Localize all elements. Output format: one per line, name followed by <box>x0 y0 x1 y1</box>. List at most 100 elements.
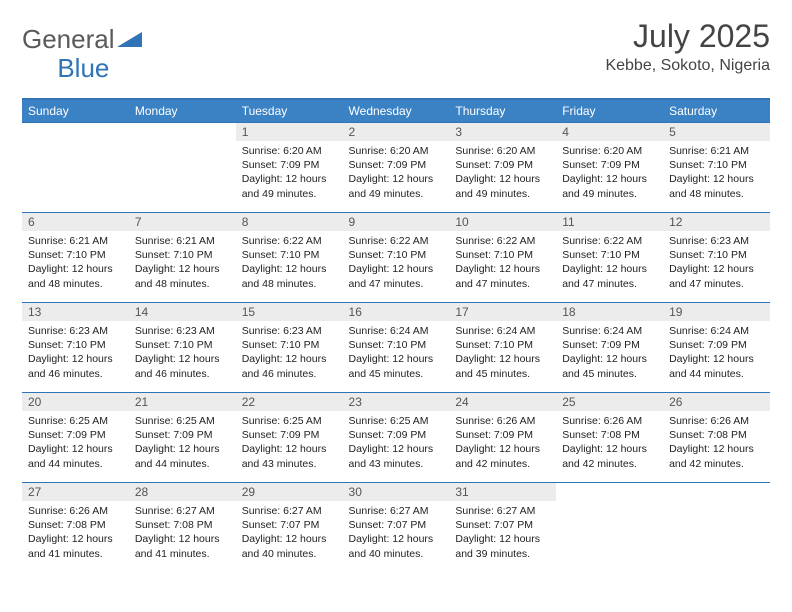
sunset-line: Sunset: 7:10 PM <box>349 248 444 262</box>
day-body: Sunrise: 6:24 AMSunset: 7:09 PMDaylight:… <box>663 321 770 385</box>
calendar-cell: 24Sunrise: 6:26 AMSunset: 7:09 PMDayligh… <box>449 393 556 483</box>
sunrise-line: Sunrise: 6:23 AM <box>669 234 764 248</box>
sunset-line: Sunset: 7:07 PM <box>349 518 444 532</box>
calendar-cell <box>556 483 663 573</box>
sunset-line: Sunset: 7:10 PM <box>669 248 764 262</box>
day-number: 4 <box>556 123 663 141</box>
sunset-line: Sunset: 7:08 PM <box>135 518 230 532</box>
sunset-line: Sunset: 7:10 PM <box>455 248 550 262</box>
calendar-cell: 10Sunrise: 6:22 AMSunset: 7:10 PMDayligh… <box>449 213 556 303</box>
calendar-cell: 9Sunrise: 6:22 AMSunset: 7:10 PMDaylight… <box>343 213 450 303</box>
calendar-cell: 7Sunrise: 6:21 AMSunset: 7:10 PMDaylight… <box>129 213 236 303</box>
sunrise-line: Sunrise: 6:21 AM <box>669 144 764 158</box>
sunset-line: Sunset: 7:07 PM <box>242 518 337 532</box>
day-body: Sunrise: 6:26 AMSunset: 7:08 PMDaylight:… <box>556 411 663 475</box>
sunset-line: Sunset: 7:09 PM <box>455 428 550 442</box>
day-body: Sunrise: 6:24 AMSunset: 7:09 PMDaylight:… <box>556 321 663 385</box>
calendar-cell: 14Sunrise: 6:23 AMSunset: 7:10 PMDayligh… <box>129 303 236 393</box>
brand-triangle-icon <box>115 24 143 55</box>
calendar-week-row: 13Sunrise: 6:23 AMSunset: 7:10 PMDayligh… <box>22 303 770 393</box>
calendar-cell: 5 Sunrise: 6:21 AMSunset: 7:10 PMDaylight… <box>663 123 770 213</box>
daylight-line: Daylight: 12 hours and 47 minutes. <box>669 262 764 290</box>
brand-part1: General <box>22 24 115 55</box>
day-number: 31 <box>449 483 556 501</box>
day-body: Sunrise: 6:25 AMSunset: 7:09 PMDaylight:… <box>129 411 236 475</box>
day-body: Sunrise: 6:23 AMSunset: 7:10 PMDaylight:… <box>236 321 343 385</box>
day-body: Sunrise: 6:26 AMSunset: 7:09 PMDaylight:… <box>449 411 556 475</box>
sunrise-line: Sunrise: 6:23 AM <box>242 324 337 338</box>
day-body: Sunrise: 6:23 AMSunset: 7:10 PMDaylight:… <box>663 231 770 295</box>
sunrise-line: Sunrise: 6:23 AM <box>28 324 123 338</box>
daylight-line: Daylight: 12 hours and 42 minutes. <box>669 442 764 470</box>
sunrise-line: Sunrise: 6:22 AM <box>349 234 444 248</box>
calendar-cell: 6Sunrise: 6:21 AMSunset: 7:10 PMDaylight… <box>22 213 129 303</box>
sunrise-line: Sunrise: 6:24 AM <box>455 324 550 338</box>
daylight-line: Daylight: 12 hours and 49 minutes. <box>349 172 444 200</box>
sunrise-line: Sunrise: 6:21 AM <box>28 234 123 248</box>
sunset-line: Sunset: 7:09 PM <box>349 158 444 172</box>
day-number: 22 <box>236 393 343 411</box>
day-number: 27 <box>22 483 129 501</box>
weekday-header: Tuesday <box>236 99 343 123</box>
sunrise-line: Sunrise: 6:27 AM <box>135 504 230 518</box>
sunset-line: Sunset: 7:07 PM <box>455 518 550 532</box>
sunrise-line: Sunrise: 6:22 AM <box>455 234 550 248</box>
sunset-line: Sunset: 7:08 PM <box>669 428 764 442</box>
daylight-line: Daylight: 12 hours and 44 minutes. <box>135 442 230 470</box>
day-number: 9 <box>343 213 450 231</box>
day-number: 16 <box>343 303 450 321</box>
sunrise-line: Sunrise: 6:23 AM <box>135 324 230 338</box>
sunset-line: Sunset: 7:10 PM <box>242 248 337 262</box>
weekday-header: Wednesday <box>343 99 450 123</box>
calendar-cell: 11Sunrise: 6:22 AMSunset: 7:10 PMDayligh… <box>556 213 663 303</box>
weekday-header: Sunday <box>22 99 129 123</box>
day-number: 5 <box>663 123 770 141</box>
calendar-cell: 17Sunrise: 6:24 AMSunset: 7:10 PMDayligh… <box>449 303 556 393</box>
sunrise-line: Sunrise: 6:22 AM <box>242 234 337 248</box>
daylight-line: Daylight: 12 hours and 40 minutes. <box>349 532 444 560</box>
daylight-line: Daylight: 12 hours and 49 minutes. <box>455 172 550 200</box>
daylight-line: Daylight: 12 hours and 46 minutes. <box>28 352 123 380</box>
daylight-line: Daylight: 12 hours and 48 minutes. <box>669 172 764 200</box>
day-body: Sunrise: 6:27 AMSunset: 7:07 PMDaylight:… <box>343 501 450 565</box>
calendar-cell: 29Sunrise: 6:27 AMSunset: 7:07 PMDayligh… <box>236 483 343 573</box>
day-body: Sunrise: 6:21 AMSunset: 7:10 PMDaylight:… <box>129 231 236 295</box>
sunset-line: Sunset: 7:09 PM <box>562 158 657 172</box>
day-body: Sunrise: 6:25 AMSunset: 7:09 PMDaylight:… <box>343 411 450 475</box>
sunset-line: Sunset: 7:09 PM <box>28 428 123 442</box>
sunrise-line: Sunrise: 6:20 AM <box>455 144 550 158</box>
title-block: July 2025 Kebbe, Sokoto, Nigeria <box>605 18 770 75</box>
day-body: Sunrise: 6:22 AMSunset: 7:10 PMDaylight:… <box>556 231 663 295</box>
calendar-cell: 23Sunrise: 6:25 AMSunset: 7:09 PMDayligh… <box>343 393 450 483</box>
sunrise-line: Sunrise: 6:27 AM <box>455 504 550 518</box>
day-number: 23 <box>343 393 450 411</box>
calendar-page: General July 2025 Kebbe, Sokoto, Nigeria… <box>0 0 792 583</box>
day-body: Sunrise: 6:23 AMSunset: 7:10 PMDaylight:… <box>129 321 236 385</box>
day-body: Sunrise: 6:20 AMSunset: 7:09 PMDaylight:… <box>449 141 556 205</box>
sunset-line: Sunset: 7:09 PM <box>455 158 550 172</box>
calendar-cell: 16Sunrise: 6:24 AMSunset: 7:10 PMDayligh… <box>343 303 450 393</box>
day-number: 15 <box>236 303 343 321</box>
calendar-week-row: 27Sunrise: 6:26 AMSunset: 7:08 PMDayligh… <box>22 483 770 573</box>
daylight-line: Daylight: 12 hours and 45 minutes. <box>455 352 550 380</box>
day-number: 21 <box>129 393 236 411</box>
daylight-line: Daylight: 12 hours and 46 minutes. <box>242 352 337 380</box>
sunrise-line: Sunrise: 6:25 AM <box>135 414 230 428</box>
day-number: 3 <box>449 123 556 141</box>
day-body: Sunrise: 6:21 AMSunset: 7:10 PMDaylight:… <box>22 231 129 295</box>
calendar-cell: 12Sunrise: 6:23 AMSunset: 7:10 PMDayligh… <box>663 213 770 303</box>
daylight-line: Daylight: 12 hours and 48 minutes. <box>135 262 230 290</box>
sunrise-line: Sunrise: 6:24 AM <box>349 324 444 338</box>
sunset-line: Sunset: 7:10 PM <box>669 158 764 172</box>
sunset-line: Sunset: 7:10 PM <box>562 248 657 262</box>
sunrise-line: Sunrise: 6:20 AM <box>349 144 444 158</box>
calendar-cell: 28Sunrise: 6:27 AMSunset: 7:08 PMDayligh… <box>129 483 236 573</box>
sunset-line: Sunset: 7:10 PM <box>28 338 123 352</box>
sunset-line: Sunset: 7:10 PM <box>135 248 230 262</box>
calendar-cell: 20Sunrise: 6:25 AMSunset: 7:09 PMDayligh… <box>22 393 129 483</box>
day-number: 30 <box>343 483 450 501</box>
daylight-line: Daylight: 12 hours and 40 minutes. <box>242 532 337 560</box>
daylight-line: Daylight: 12 hours and 43 minutes. <box>349 442 444 470</box>
sunset-line: Sunset: 7:09 PM <box>349 428 444 442</box>
weekday-header: Monday <box>129 99 236 123</box>
